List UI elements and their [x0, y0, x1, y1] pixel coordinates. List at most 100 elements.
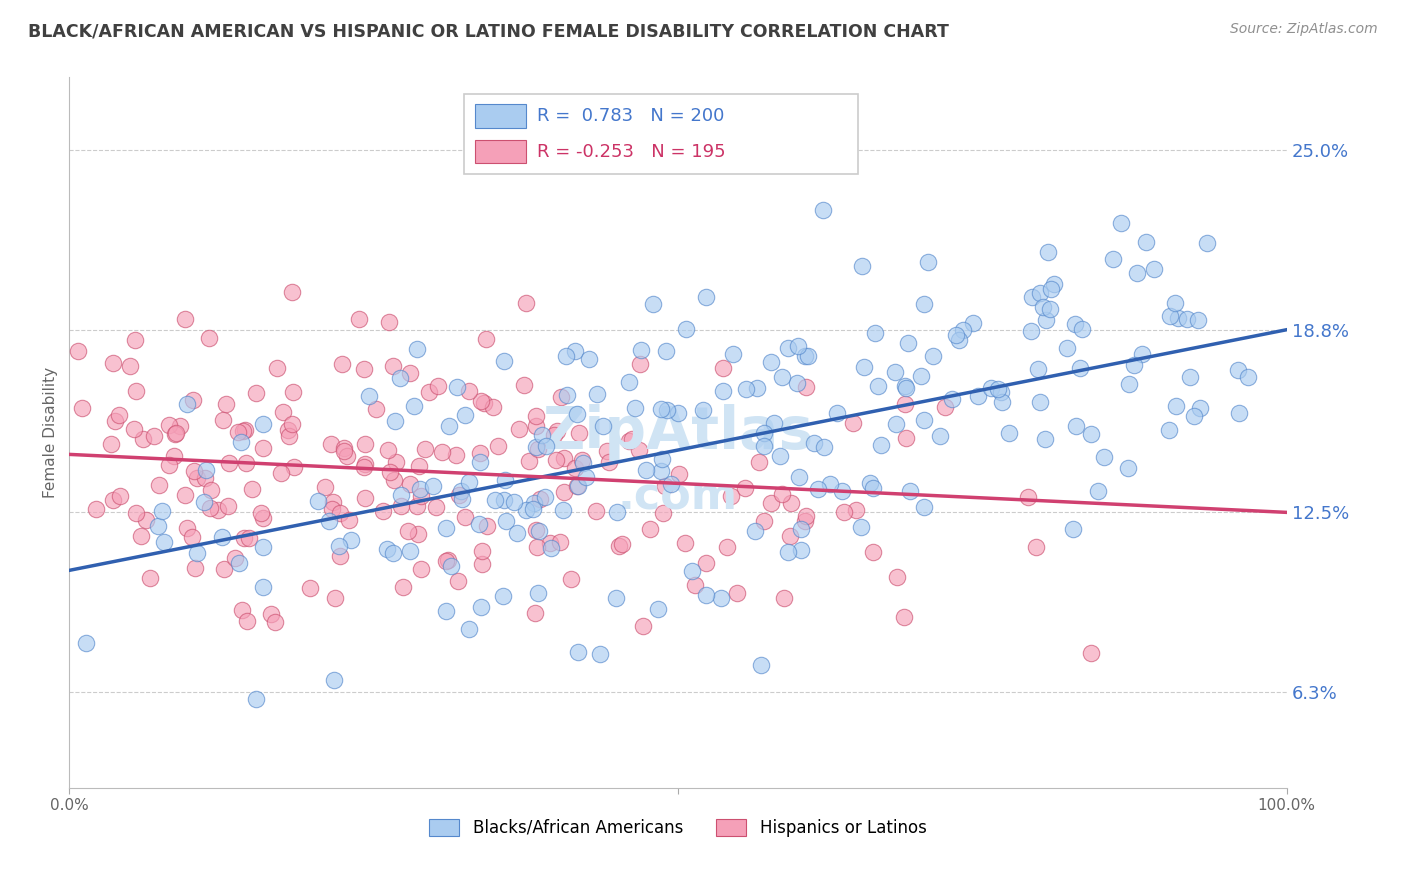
Point — [336, 450, 359, 464]
Point — [163, 450, 186, 464]
Point — [1118, 377, 1140, 392]
Point — [404, 400, 426, 414]
Point — [333, 444, 356, 458]
Point — [567, 479, 589, 493]
Point — [1227, 406, 1250, 420]
Point — [157, 417, 180, 432]
Point — [998, 426, 1021, 441]
Point — [186, 471, 208, 485]
Point — [567, 407, 589, 421]
Point — [789, 470, 811, 484]
Point — [1226, 363, 1249, 377]
Point — [299, 581, 322, 595]
Point — [148, 477, 170, 491]
Point — [564, 460, 586, 475]
Point — [104, 414, 127, 428]
Point — [763, 416, 786, 430]
Point — [319, 437, 342, 451]
Point — [231, 435, 253, 450]
Point — [1021, 289, 1043, 303]
Point — [859, 476, 882, 491]
Point — [769, 449, 792, 463]
Point — [434, 554, 457, 568]
Point — [280, 285, 302, 300]
Point — [1062, 522, 1084, 536]
Point — [277, 423, 299, 437]
Point — [1197, 236, 1219, 251]
Point — [681, 564, 703, 578]
Point — [193, 495, 215, 509]
Point — [212, 412, 235, 426]
Point — [894, 378, 917, 392]
Point — [181, 392, 204, 407]
Text: ZipAtlas: ZipAtlas — [543, 404, 814, 461]
Point — [468, 517, 491, 532]
Point — [628, 357, 651, 371]
Point — [389, 499, 412, 513]
Point — [328, 539, 350, 553]
Point — [224, 551, 246, 566]
Point — [389, 370, 412, 384]
Legend: Blacks/African Americans, Hispanics or Latinos: Blacks/African Americans, Hispanics or L… — [423, 812, 934, 844]
Point — [471, 557, 494, 571]
Point — [884, 365, 907, 379]
Text: Source: ZipAtlas.com: Source: ZipAtlas.com — [1230, 22, 1378, 37]
Point — [655, 343, 678, 358]
Point — [1070, 321, 1092, 335]
Point — [139, 571, 162, 585]
Point — [454, 509, 477, 524]
Point — [1043, 277, 1066, 291]
Point — [710, 591, 733, 605]
Point — [786, 376, 808, 390]
Point — [1064, 418, 1087, 433]
Point — [101, 356, 124, 370]
Point — [1157, 423, 1180, 437]
Point — [1109, 216, 1132, 230]
Point — [794, 350, 817, 364]
Point — [845, 503, 868, 517]
Point — [437, 418, 460, 433]
Point — [108, 408, 131, 422]
Point — [194, 463, 217, 477]
Point — [233, 423, 256, 437]
Point — [492, 492, 515, 507]
Point — [217, 500, 239, 514]
Point — [589, 647, 612, 661]
Point — [654, 479, 676, 493]
Point — [778, 544, 800, 558]
Point — [852, 359, 875, 374]
Point — [181, 530, 204, 544]
Point — [734, 481, 756, 495]
Point — [921, 349, 943, 363]
Point — [471, 544, 494, 558]
Point — [522, 502, 544, 516]
Point — [695, 290, 717, 304]
Point — [685, 578, 707, 592]
Point — [426, 378, 449, 392]
Point — [1123, 358, 1146, 372]
Point — [323, 591, 346, 606]
Point — [524, 419, 547, 434]
Point — [1036, 244, 1059, 259]
Point — [894, 381, 917, 395]
Point — [492, 353, 515, 368]
Point — [967, 389, 990, 403]
Point — [1236, 370, 1258, 384]
Point — [484, 492, 506, 507]
Point — [585, 504, 607, 518]
Point — [235, 456, 257, 470]
Point — [218, 456, 240, 470]
Point — [449, 488, 471, 502]
Point — [524, 440, 547, 454]
Point — [553, 450, 575, 465]
Text: BLACK/AFRICAN AMERICAN VS HISPANIC OR LATINO FEMALE DISABILITY CORRELATION CHART: BLACK/AFRICAN AMERICAN VS HISPANIC OR LA… — [28, 22, 949, 40]
Point — [475, 519, 498, 533]
Point — [636, 462, 658, 476]
Point — [529, 492, 551, 507]
Point — [252, 441, 274, 455]
Point — [752, 426, 775, 441]
Point — [820, 477, 842, 491]
Point — [486, 439, 509, 453]
Text: R =  0.783   N = 200: R = 0.783 N = 200 — [537, 107, 724, 125]
Point — [898, 484, 921, 499]
